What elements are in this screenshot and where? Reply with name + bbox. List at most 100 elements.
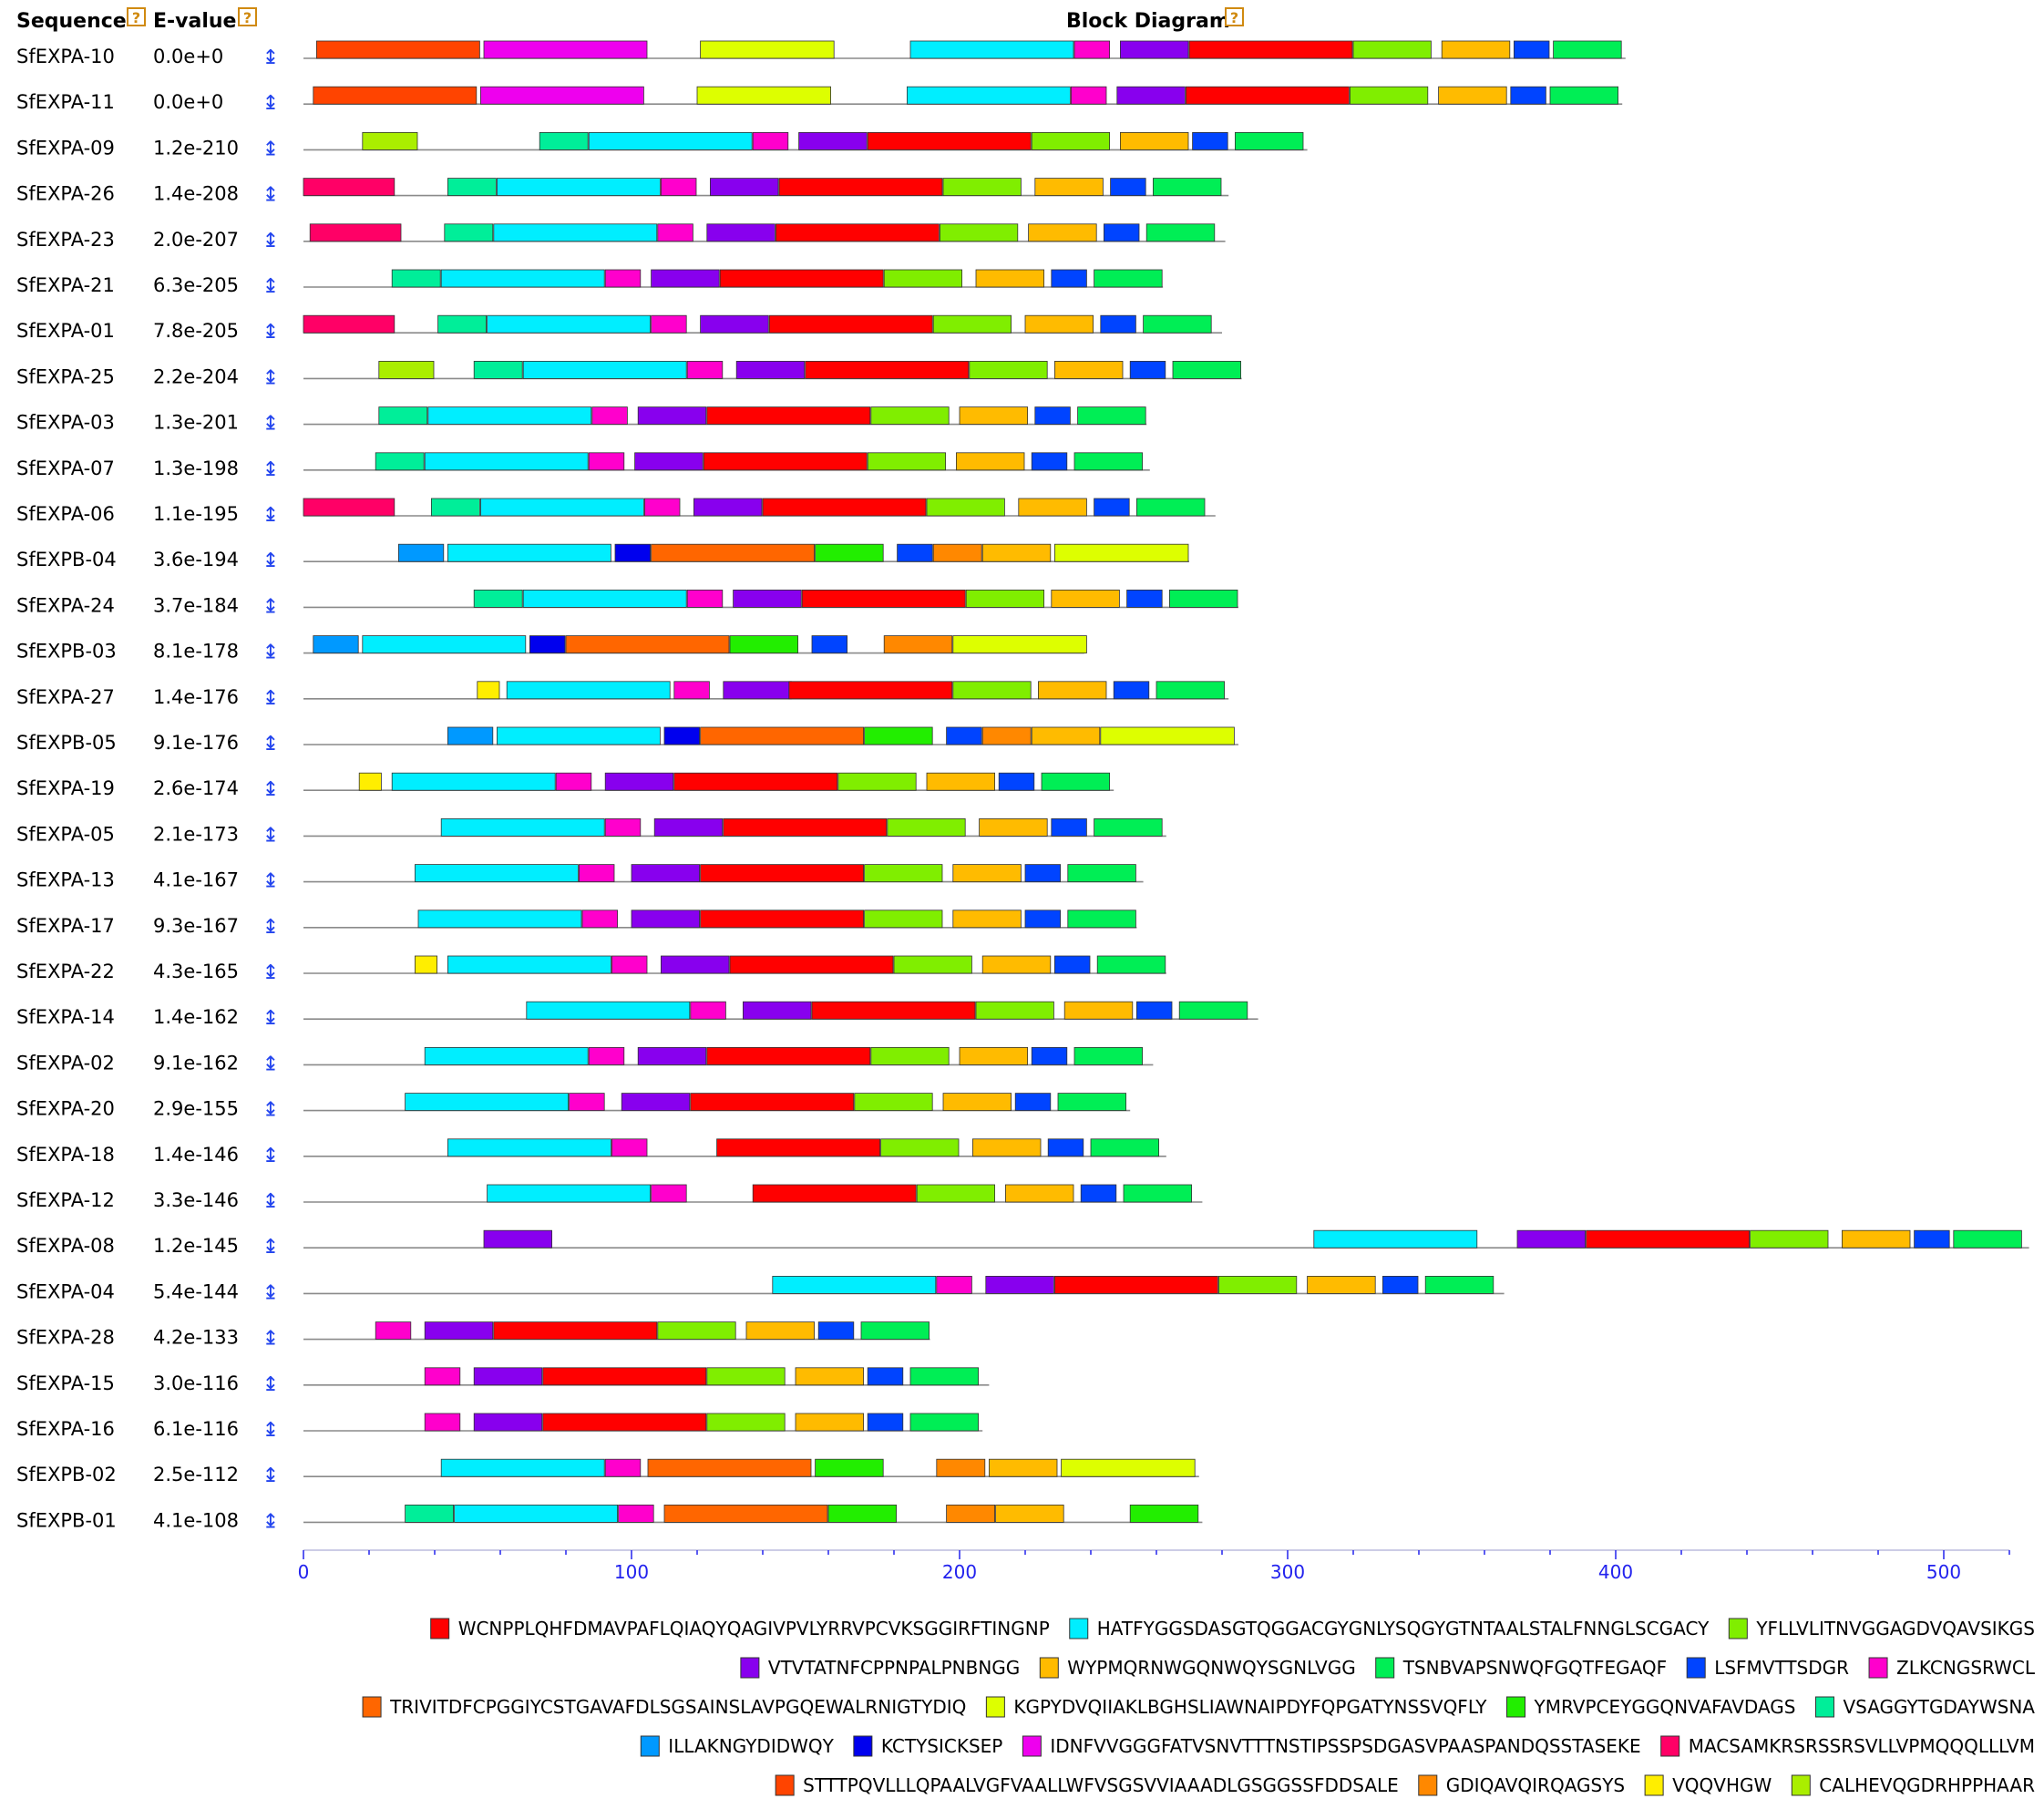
motif-block[interactable] <box>1549 86 1618 105</box>
motif-block[interactable] <box>414 864 579 882</box>
sequence-name[interactable]: SfEXPA-05 <box>16 823 115 845</box>
motif-block[interactable] <box>417 910 582 929</box>
motif-block[interactable] <box>631 910 700 929</box>
motif-block[interactable] <box>1750 1229 1829 1249</box>
motif-block[interactable] <box>477 681 500 700</box>
motif-block[interactable] <box>604 269 642 288</box>
sequence-name[interactable]: SfEXPA-02 <box>16 1052 115 1074</box>
motif-block[interactable] <box>693 498 763 517</box>
motif-block[interactable] <box>1186 86 1350 105</box>
motif-block[interactable] <box>555 772 592 791</box>
motif-block[interactable] <box>926 772 995 791</box>
motif-block[interactable] <box>972 1138 1042 1157</box>
motif-block[interactable] <box>604 818 642 837</box>
motif-block[interactable] <box>1136 1001 1173 1020</box>
motif-block[interactable] <box>588 452 625 471</box>
motif-block[interactable] <box>952 681 1032 700</box>
motif-block[interactable] <box>447 726 494 745</box>
motif-block[interactable] <box>581 910 618 929</box>
motif-block[interactable] <box>745 1321 815 1340</box>
motif-block[interactable] <box>480 498 644 517</box>
motif-block[interactable] <box>1031 1047 1068 1065</box>
motif-block[interactable] <box>942 178 1022 197</box>
motif-block[interactable] <box>1054 360 1124 379</box>
motif-block[interactable] <box>362 131 418 150</box>
sequence-name[interactable]: SfEXPA-11 <box>16 91 115 113</box>
motif-block[interactable] <box>909 40 1074 59</box>
motif-block[interactable] <box>313 635 359 653</box>
motif-block[interactable] <box>795 1367 864 1386</box>
motif-block[interactable] <box>700 726 864 745</box>
strand-direction-icon[interactable]: ↨ <box>262 184 279 207</box>
motif-block[interactable] <box>1024 910 1061 929</box>
motif-block[interactable] <box>647 1458 812 1477</box>
motif-block[interactable] <box>497 726 661 745</box>
sequence-name[interactable]: SfEXPA-17 <box>16 915 115 937</box>
motif-block[interactable] <box>1586 1229 1750 1249</box>
motif-block[interactable] <box>1842 1229 1911 1249</box>
strand-direction-icon[interactable]: ↨ <box>262 230 279 252</box>
motif-block[interactable] <box>936 1458 986 1477</box>
motif-block[interactable] <box>893 955 972 974</box>
motif-block[interactable] <box>631 864 700 882</box>
motif-block[interactable] <box>735 360 806 379</box>
strand-direction-icon[interactable]: ↨ <box>262 1281 279 1304</box>
motif-block[interactable] <box>710 178 779 197</box>
motif-block[interactable] <box>1080 1184 1117 1203</box>
motif-block[interactable] <box>775 223 940 242</box>
motif-block[interactable] <box>1057 1093 1126 1111</box>
motif-block[interactable] <box>447 543 611 562</box>
motif-block[interactable] <box>661 955 730 974</box>
strand-direction-icon[interactable]: ↨ <box>262 1510 279 1533</box>
motif-block[interactable] <box>981 543 1052 562</box>
motif-block[interactable] <box>1047 1138 1084 1157</box>
motif-block[interactable] <box>1077 406 1146 426</box>
motif-block[interactable] <box>1235 131 1304 150</box>
motif-block[interactable] <box>657 223 693 242</box>
motif-block[interactable] <box>405 1505 455 1523</box>
motif-block[interactable] <box>424 1413 461 1432</box>
motif-block[interactable] <box>723 818 888 837</box>
motif-block[interactable] <box>1123 1184 1192 1203</box>
motif-block[interactable] <box>1051 818 1087 837</box>
motif-block[interactable] <box>651 269 720 288</box>
motif-block[interactable] <box>378 360 435 379</box>
motif-block[interactable] <box>729 955 894 974</box>
strand-direction-icon[interactable]: ↨ <box>262 138 279 160</box>
motif-block[interactable] <box>864 864 943 882</box>
motif-block[interactable] <box>362 635 527 653</box>
strand-direction-icon[interactable]: ↨ <box>262 595 279 618</box>
motif-block[interactable] <box>965 590 1044 608</box>
motif-block[interactable] <box>1516 1229 1586 1249</box>
motif-block[interactable] <box>673 772 838 791</box>
motif-block[interactable] <box>975 1001 1054 1020</box>
motif-block[interactable] <box>864 910 943 929</box>
motif-block[interactable] <box>1067 864 1136 882</box>
motif-block[interactable] <box>644 498 681 517</box>
motif-block[interactable] <box>1424 1276 1494 1294</box>
motif-block[interactable] <box>926 498 1005 517</box>
motif-block[interactable] <box>405 1093 570 1111</box>
motif-block[interactable] <box>752 131 789 150</box>
motif-block[interactable] <box>940 223 1019 242</box>
motif-block[interactable] <box>539 131 589 150</box>
sequence-name[interactable]: SfEXPA-26 <box>16 183 115 205</box>
motif-block[interactable] <box>1073 452 1143 471</box>
motif-block[interactable] <box>811 1001 976 1020</box>
motif-block[interactable] <box>998 772 1035 791</box>
motif-block[interactable] <box>473 1367 543 1386</box>
motif-block[interactable] <box>854 1093 933 1111</box>
motif-block[interactable] <box>637 406 707 426</box>
strand-direction-icon[interactable]: ↨ <box>262 1099 279 1122</box>
motif-block[interactable] <box>752 1184 917 1203</box>
motif-block[interactable] <box>952 635 1087 653</box>
motif-block[interactable] <box>686 360 724 379</box>
motif-block[interactable] <box>447 178 497 197</box>
motif-block[interactable] <box>1031 726 1101 745</box>
motif-block[interactable] <box>798 131 868 150</box>
motif-block[interactable] <box>473 360 523 379</box>
sequence-name[interactable]: SfEXPA-25 <box>16 365 115 387</box>
motif-block[interactable] <box>1145 223 1216 242</box>
strand-direction-icon[interactable]: ↨ <box>262 961 279 984</box>
motif-block[interactable] <box>1307 1276 1376 1294</box>
